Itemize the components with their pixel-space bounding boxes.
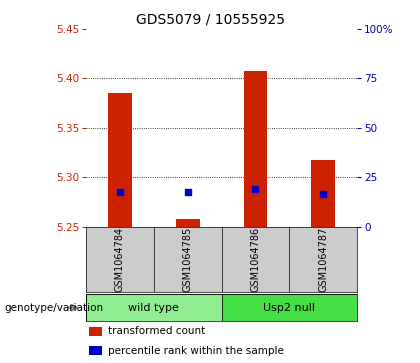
Bar bbox=[89, 346, 102, 355]
Text: GSM1064785: GSM1064785 bbox=[183, 227, 193, 292]
Bar bbox=[108, 93, 132, 227]
Bar bbox=[89, 327, 102, 336]
Text: genotype/variation: genotype/variation bbox=[4, 303, 103, 313]
Text: GSM1064784: GSM1064784 bbox=[115, 227, 125, 292]
Text: GDS5079 / 10555925: GDS5079 / 10555925 bbox=[136, 13, 284, 27]
Text: GSM1064787: GSM1064787 bbox=[318, 227, 328, 292]
Bar bbox=[311, 160, 335, 227]
Text: GSM1064786: GSM1064786 bbox=[250, 227, 260, 292]
Text: Usp2 null: Usp2 null bbox=[263, 303, 315, 313]
Bar bbox=[86, 294, 222, 321]
Text: percentile rank within the sample: percentile rank within the sample bbox=[108, 346, 284, 355]
Text: transformed count: transformed count bbox=[108, 326, 205, 337]
Bar bbox=[244, 70, 267, 227]
Bar bbox=[176, 219, 200, 227]
Text: wild type: wild type bbox=[129, 303, 179, 313]
Bar bbox=[222, 294, 357, 321]
